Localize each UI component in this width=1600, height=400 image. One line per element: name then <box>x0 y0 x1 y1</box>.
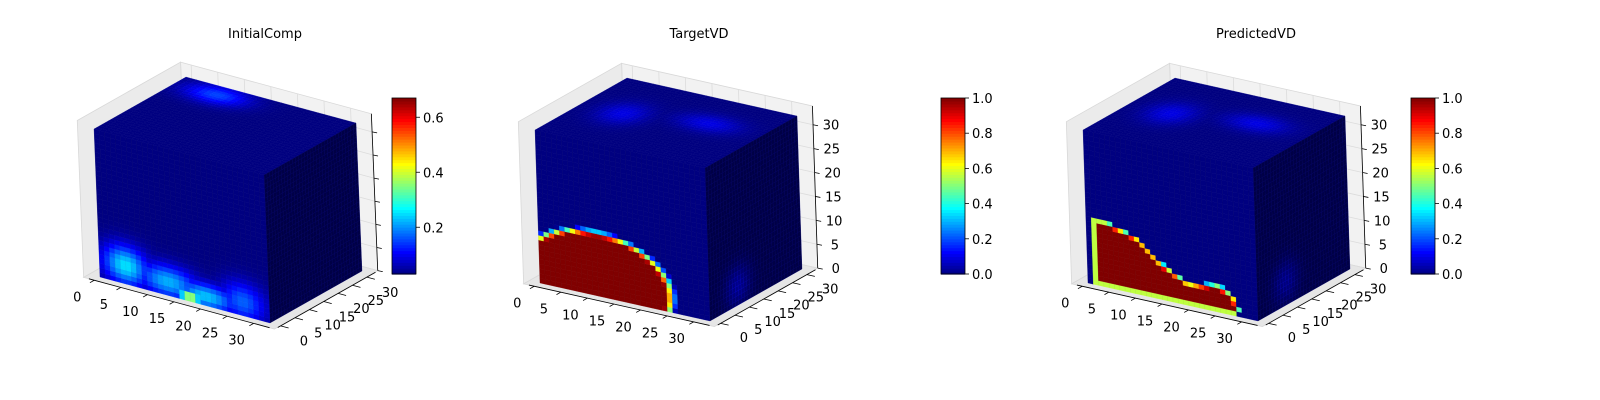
x-tick-mark <box>142 294 148 298</box>
z-tick-mark <box>376 247 382 249</box>
z-tick-mark <box>375 223 381 226</box>
y-tick-mark <box>294 317 304 321</box>
x-tick-label: 15 <box>149 312 166 327</box>
y-tick-label: 5 <box>314 327 322 342</box>
x-tick-mark <box>169 301 175 305</box>
y-tick-mark <box>338 292 347 296</box>
x-tick-mark <box>249 323 254 327</box>
y-tick-mark <box>323 301 332 305</box>
y-tick-mark <box>366 276 375 280</box>
voxel-cube <box>534 77 803 322</box>
x-tick-label: 25 <box>202 327 219 342</box>
colorbar-tick-label: 0.2 <box>423 221 444 236</box>
z-tick-mark <box>377 270 383 273</box>
colorbar-tick-label: 0.4 <box>423 166 444 181</box>
colorbar: 0.2 0.4 0.6 <box>391 97 444 275</box>
chart-title: InitialComp <box>228 27 302 42</box>
colorbar-segment <box>392 98 416 102</box>
y-tick-mark <box>280 325 289 329</box>
x-tick-mark <box>195 308 201 312</box>
cube-top-face <box>93 76 357 176</box>
z-tick-mark <box>372 131 378 134</box>
x-tick-label: 20 <box>175 319 192 334</box>
x-tick-mark <box>222 315 228 319</box>
x-tick-label: 30 <box>228 334 245 349</box>
z-tick-mark <box>374 200 380 203</box>
y-tick-mark <box>352 284 361 288</box>
colorbar-tick-label: 0.6 <box>423 111 444 126</box>
z-tick-mark <box>372 154 379 157</box>
voxel-cube <box>93 76 363 324</box>
y-tick-mark <box>309 309 318 313</box>
x-tick-label: 10 <box>122 305 139 320</box>
x-tick-mark <box>116 287 122 291</box>
x-tick-mark <box>89 279 95 284</box>
x-tick-label: 5 <box>100 298 108 313</box>
z-tick-mark <box>373 177 380 180</box>
x-tick-label: 0 <box>73 291 81 306</box>
y-tick-label: 30 <box>382 286 399 301</box>
y-tick-label: 0 <box>300 335 308 350</box>
